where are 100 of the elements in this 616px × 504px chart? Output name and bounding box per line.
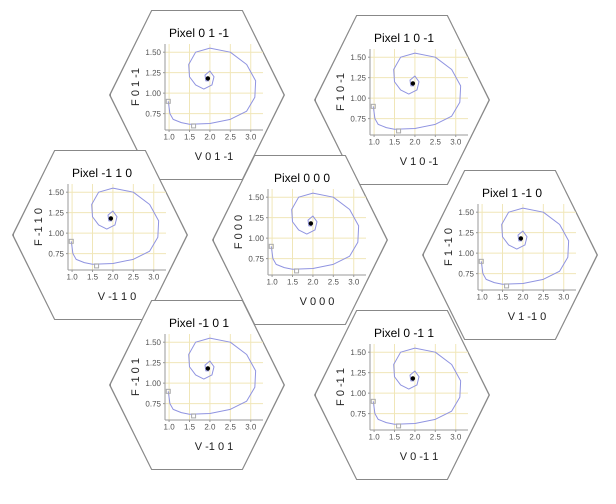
y-axis-title: F -1 1 0: [32, 208, 45, 246]
x-tick-label: 3.0: [148, 272, 160, 282]
point: [166, 98, 171, 104]
x-axis-title: V 1 -1 0: [508, 311, 546, 323]
point: [294, 268, 300, 274]
y-tick-label: 1.25: [458, 228, 475, 238]
y-tick-label: 1.50: [145, 338, 162, 348]
x-tick-label: 2.0: [204, 132, 216, 142]
x-tick-label: 2.5: [430, 138, 442, 147]
x-tick-label: 2.5: [328, 278, 340, 287]
x-tick-label: 3.0: [450, 432, 462, 442]
x-tick-label: 3.0: [245, 132, 257, 142]
point: [68, 238, 74, 244]
x-tick-label: 1.0: [164, 132, 176, 142]
chart-title: Pixel -1 0 1: [168, 316, 230, 330]
x-axis-title: V 0 -1 1: [400, 451, 438, 463]
y-tick-label: 1.25: [248, 214, 265, 223]
x-tick-label: 3.0: [558, 292, 570, 302]
x-tick-label: 1.5: [388, 432, 401, 442]
y-tick-label: 1.00: [458, 248, 475, 258]
y-axis-title: F 1 -1 0: [442, 228, 455, 266]
x-tick-label: 2.0: [517, 292, 530, 302]
y-tick-label: 1.00: [48, 228, 65, 238]
x-tick-label: 1.5: [86, 272, 99, 282]
point: [108, 216, 114, 221]
y-tick-label: 1.00: [350, 388, 367, 398]
x-tick-label: 1.5: [388, 138, 401, 147]
chart-title: Pixel 0 1 -1: [168, 26, 230, 40]
y-axis-title: F 0 0 0: [232, 214, 245, 250]
x-tick-label: 2.5: [224, 132, 236, 142]
y-axis-title: F -1 0 1: [130, 358, 142, 396]
x-tick-label: 1.0: [266, 278, 278, 287]
point: [370, 104, 376, 109]
chart-title: Pixel -1 1 0: [70, 166, 134, 180]
x-tick-label: 1.0: [164, 422, 176, 432]
x-axis-title: V -1 0 1: [194, 441, 234, 453]
y-tick-label: 0.75: [145, 399, 162, 408]
point: [166, 388, 171, 394]
x-axis-title: V 1 0 -1: [400, 156, 438, 168]
y-tick-label: 0.75: [248, 254, 265, 264]
x-tick-label: 1.0: [66, 272, 78, 282]
x-tick-label: 2.0: [409, 138, 422, 147]
y-tick-label: 0.75: [458, 269, 475, 278]
x-tick-label: 2.0: [409, 432, 422, 442]
point: [206, 76, 210, 81]
chart-title: Pixel 1 0 -1: [372, 31, 436, 45]
x-tick-label: 1.0: [368, 432, 380, 442]
y-tick-label: 1.25: [350, 74, 367, 83]
y-axis-title: F 1 0 -1: [334, 73, 347, 111]
point: [518, 236, 524, 241]
point: [268, 244, 274, 249]
x-tick-label: 2.5: [224, 422, 236, 432]
chart-title: Pixel 1 -1 0: [480, 186, 544, 200]
point: [206, 366, 210, 371]
y-tick-label: 1.50: [458, 208, 475, 218]
point: [370, 398, 376, 404]
x-tick-label: 2.5: [538, 292, 550, 302]
x-axis-title: V -1 1 0: [98, 291, 136, 303]
x-tick-label: 3.0: [348, 278, 360, 287]
point: [478, 258, 484, 264]
y-tick-label: 0.75: [350, 114, 367, 124]
y-tick-label: 0.75: [48, 249, 65, 258]
y-tick-label: 0.75: [350, 409, 367, 418]
point: [396, 423, 402, 428]
y-tick-label: 0.75: [145, 109, 162, 118]
point: [191, 413, 196, 418]
x-axis-title: V 0 0 0: [300, 296, 334, 308]
y-tick-label: 1.00: [248, 234, 265, 243]
y-tick-label: 1.00: [145, 378, 162, 388]
x-tick-label: 2.5: [430, 432, 442, 442]
y-tick-label: 1.00: [145, 88, 162, 98]
x-tick-label: 2.0: [107, 272, 120, 282]
y-tick-label: 1.00: [350, 94, 367, 103]
x-tick-label: 2.0: [307, 278, 320, 287]
point: [94, 263, 100, 268]
x-axis-title: V 0 1 -1: [194, 151, 234, 163]
point: [191, 123, 196, 128]
y-axis-title: F 0 1 -1: [130, 68, 142, 106]
x-tick-label: 1.5: [286, 278, 299, 287]
y-tick-label: 1.50: [48, 188, 65, 198]
y-tick-label: 1.50: [350, 348, 367, 358]
y-tick-label: 1.50: [248, 193, 265, 202]
x-tick-label: 2.5: [128, 272, 140, 282]
x-tick-label: 1.0: [368, 138, 380, 147]
y-tick-label: 1.25: [145, 358, 162, 368]
y-axis-title: F 0 -1 1: [334, 368, 347, 406]
x-tick-label: 3.0: [245, 422, 257, 432]
y-tick-label: 1.50: [145, 48, 162, 58]
point: [504, 283, 510, 288]
x-tick-label: 1.5: [184, 422, 196, 432]
point: [396, 128, 402, 134]
y-tick-label: 1.50: [350, 53, 367, 62]
x-tick-label: 3.0: [450, 138, 462, 147]
x-tick-label: 1.5: [184, 132, 196, 142]
chart-title: Pixel 0 -1 1: [372, 326, 436, 340]
point: [410, 376, 416, 381]
chart-title: Pixel 0 0 0: [272, 171, 332, 185]
y-tick-label: 1.25: [48, 208, 65, 218]
x-tick-label: 1.0: [476, 292, 488, 302]
x-tick-label: 2.0: [204, 422, 216, 432]
